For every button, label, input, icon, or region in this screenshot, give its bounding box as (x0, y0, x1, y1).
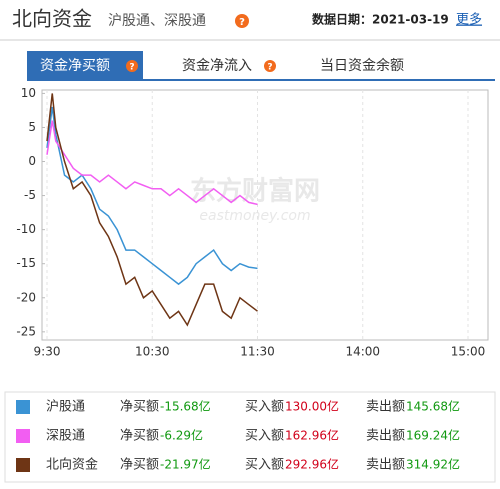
y-tick-label: -15 (16, 256, 36, 270)
buy-label: 买入额 (245, 458, 284, 473)
net-label: 净买额 (120, 400, 159, 415)
watermark: 东方财富网 (190, 176, 320, 207)
help-icon[interactable] (235, 14, 249, 28)
net-value: -15.68亿 (160, 399, 211, 414)
y-tick-label: -25 (16, 324, 36, 338)
plot-border (41, 89, 489, 341)
date: 数据日期：2021-03-19 (312, 12, 449, 27)
help-icon[interactable] (126, 60, 138, 72)
series-line (46, 106, 258, 286)
tab[interactable]: 资金净买额 (40, 58, 110, 74)
more-link[interactable]: 更多 (456, 12, 482, 28)
x-tick-label: 11:30 (240, 345, 275, 359)
series-line (46, 120, 258, 206)
net-label: 净买额 (120, 429, 159, 444)
legend-swatch (16, 400, 30, 414)
legend-name: 沪股通 (46, 399, 85, 415)
legend-name: 深股通 (46, 429, 85, 444)
series-line (46, 93, 258, 327)
tab[interactable]: 资金净流入 (182, 58, 252, 74)
subtitle: 沪股通、深股通 (108, 13, 206, 29)
sell-label: 卖出额 (366, 400, 405, 415)
y-tick-label: 0 (28, 154, 36, 168)
x-tick-label: 9:30 (34, 345, 61, 359)
buy-label: 买入额 (245, 429, 284, 444)
legend-name: 北向资金 (46, 457, 98, 473)
buy-value: 292.96亿 (285, 457, 339, 472)
watermark: eastmoney.com (199, 208, 310, 224)
y-tick-label: -20 (16, 290, 36, 304)
legend-table-border (4, 391, 496, 483)
legend-swatch (16, 429, 30, 443)
help-icon-mark: ? (129, 63, 134, 73)
net-value: -6.29亿 (160, 428, 203, 443)
buy-value: 130.00亿 (285, 399, 339, 414)
title: 北向资金 (12, 7, 92, 31)
x-tick-label: 15:00 (451, 345, 486, 359)
net-label: 净买额 (120, 458, 159, 473)
y-tick-label: -10 (16, 222, 36, 236)
buy-label: 买入额 (245, 400, 284, 415)
sell-value: 169.24亿 (406, 428, 460, 443)
sell-label: 卖出额 (366, 429, 405, 444)
sell-label: 卖出额 (366, 458, 405, 473)
x-tick-label: 10:30 (135, 345, 170, 359)
y-tick-label: -5 (24, 188, 36, 202)
sell-value: 145.68亿 (406, 399, 460, 414)
help-icon-mark: ? (239, 17, 245, 28)
help-icon-mark: ? (267, 63, 272, 73)
buy-value: 162.96亿 (285, 428, 339, 443)
y-tick-label: 5 (28, 120, 36, 134)
y-tick-label: 10 (21, 86, 36, 100)
x-tick-label: 14:00 (345, 345, 380, 359)
net-value: -21.97亿 (160, 457, 211, 472)
help-icon[interactable] (264, 60, 276, 72)
tab[interactable]: 当日资金余额 (320, 57, 404, 74)
sell-value: 314.92亿 (406, 457, 460, 472)
legend-swatch (16, 458, 30, 472)
active-tab[interactable] (27, 51, 143, 80)
